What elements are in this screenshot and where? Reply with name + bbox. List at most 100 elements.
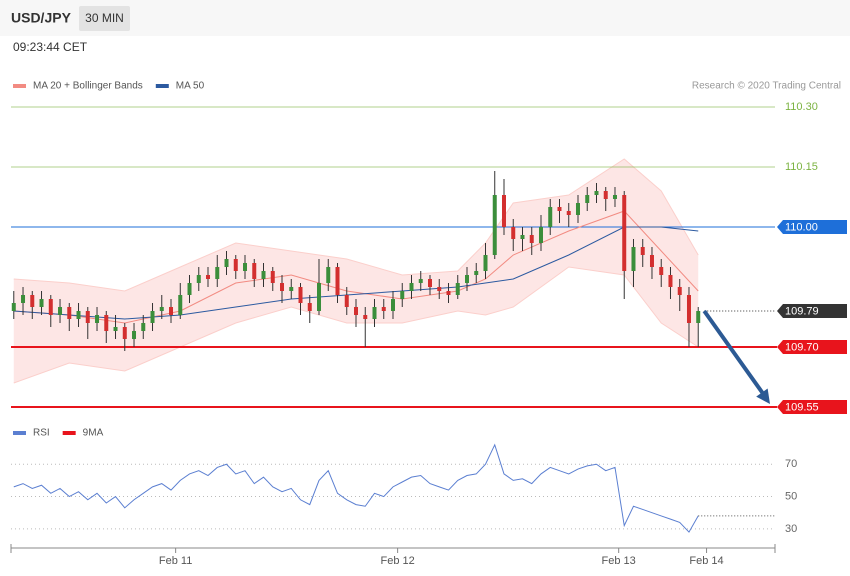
candle-body [261, 271, 266, 279]
legend-swatch [155, 84, 169, 88]
candle-body [363, 315, 368, 319]
candle-body [150, 311, 155, 323]
header-bar [0, 0, 850, 36]
candle-body [48, 299, 53, 315]
candle-body [409, 283, 414, 291]
candle-body [206, 275, 211, 279]
forecast-arrowhead [756, 388, 770, 404]
level-badge [777, 400, 847, 414]
candle-body [58, 307, 63, 315]
candle-body [557, 207, 562, 211]
candle-body [289, 287, 294, 291]
candle-body [67, 307, 72, 319]
candle-body [317, 283, 322, 311]
candle-body [686, 295, 691, 323]
x-tick-label: Feb 11 [159, 555, 192, 567]
level-label: 110.30 [785, 101, 818, 113]
rsi-tick-label: 70 [785, 458, 797, 470]
candle-body [492, 195, 497, 255]
candle-body [104, 315, 109, 331]
candle-body [252, 263, 257, 279]
candle-body [474, 271, 479, 275]
candle-body [30, 295, 35, 307]
candle-body [335, 267, 340, 295]
candle-body [169, 307, 174, 315]
candle-body [113, 327, 118, 331]
candle-body [649, 255, 654, 267]
legend-label: MA 50 [176, 81, 205, 92]
candle-body [39, 299, 44, 307]
candle-body [696, 311, 701, 323]
candle-body [585, 195, 590, 203]
level-badge [777, 340, 847, 354]
candle-body [446, 291, 451, 295]
legend-swatch [62, 431, 76, 435]
candle-body [354, 307, 359, 315]
source: Research © 2020 Trading Central [692, 81, 841, 92]
candle-body [640, 247, 645, 255]
time: 09:23:44 CET [13, 40, 88, 54]
candle-body [243, 263, 248, 271]
level-label: 110.00 [785, 221, 818, 233]
candle-body [270, 271, 275, 283]
candle-body [483, 255, 488, 271]
legend-swatch [13, 84, 26, 88]
candle-body [622, 195, 627, 271]
forecast-arrow [702, 309, 766, 397]
candle-body [427, 279, 432, 287]
candle-body [603, 191, 608, 199]
candle-body [520, 235, 525, 239]
legend-label: RSI [33, 428, 50, 439]
level-badge [777, 220, 847, 234]
candle-body [76, 311, 81, 319]
candle-body [307, 303, 312, 311]
candle-body [677, 287, 682, 295]
candle-body [11, 303, 16, 311]
candle-body [437, 287, 442, 291]
candle-body [659, 267, 664, 275]
timeframe: 30 MIN [85, 11, 124, 25]
candle-body [594, 191, 599, 195]
candle-body [464, 275, 469, 283]
candle-body [529, 235, 534, 243]
candle-body [511, 227, 516, 239]
candle-body [178, 295, 183, 315]
candle-body [215, 267, 220, 279]
candle-body [381, 307, 386, 311]
candle-body [21, 295, 26, 303]
level-label: 109.79 [785, 305, 819, 317]
candle-body [141, 323, 146, 331]
level-label: 109.70 [785, 341, 819, 353]
candle-body [122, 327, 127, 339]
candle-body [400, 291, 405, 299]
legend-label: 9MA [83, 428, 104, 439]
candle-body [280, 283, 285, 291]
candle-body [132, 331, 137, 339]
candle-body [224, 259, 229, 267]
candle-body [612, 195, 617, 199]
candle-body [501, 195, 506, 227]
candle-body [85, 311, 90, 323]
candle-body [344, 295, 349, 307]
legend-label: MA 20 + Bollinger Bands [33, 81, 143, 92]
candle-body [668, 275, 673, 287]
bollinger-band [13, 159, 699, 383]
rsi-tick-label: 50 [785, 490, 797, 502]
candle-body [391, 299, 395, 311]
candle-body [455, 283, 460, 295]
level-badge [777, 304, 847, 318]
timeframe-badge [79, 6, 130, 31]
candle-body [538, 227, 543, 243]
x-tick-label: Feb 13 [602, 555, 636, 567]
candle-body [298, 287, 303, 303]
title: USD/JPY [11, 10, 72, 26]
bollinger-lower [13, 266, 699, 384]
candle-body [187, 283, 192, 295]
candle-body [372, 307, 377, 319]
candle-body [95, 315, 100, 323]
candle-body [548, 207, 553, 227]
candle-body [418, 279, 423, 283]
candle-body [575, 203, 580, 215]
